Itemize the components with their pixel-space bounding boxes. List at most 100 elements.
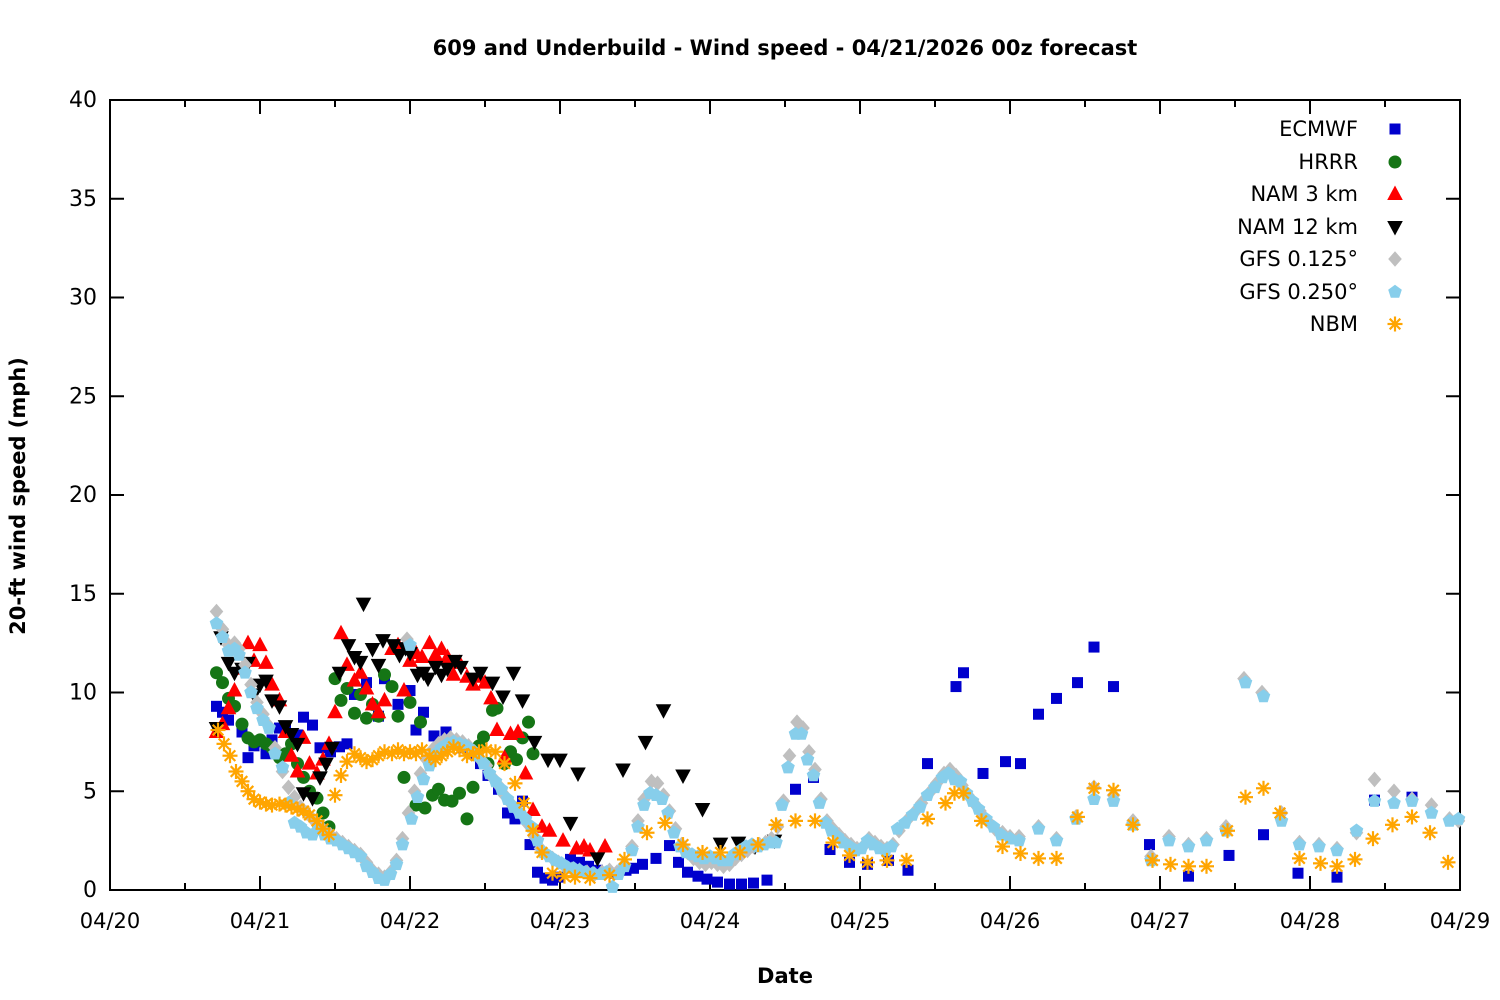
ecmwf-point: [673, 856, 684, 868]
gfs-0-250-point: [655, 791, 669, 805]
nam-3-km-point: [477, 674, 493, 689]
gfs-0-250-point: [986, 819, 1001, 833]
y-tick-label: 35: [69, 187, 97, 212]
gfs-0-250-point: [971, 801, 986, 815]
nam-12-km-point: [271, 700, 288, 715]
nam-3-km-point: [346, 672, 363, 687]
gfs-0-250-point: [775, 797, 789, 811]
ecmwf-point: [298, 711, 309, 723]
nbm-point: [750, 837, 766, 853]
gfs-0-250-point: [1087, 791, 1101, 805]
gfs-0-250-point: [625, 843, 639, 857]
x-axis-label: Date: [757, 964, 813, 988]
gfs-0-250-point: [953, 774, 968, 788]
gfs-0-250-point: [1162, 833, 1176, 847]
x-tick-label: 04/20: [80, 909, 141, 933]
x-tick-label: 04/21: [230, 909, 291, 933]
gfs-0-250-point: [1424, 805, 1439, 819]
nbm-point: [602, 867, 617, 883]
gfs-0-250-point: [209, 616, 224, 630]
hrrr-point: [432, 782, 445, 796]
nbm-point: [1145, 852, 1160, 868]
hrrr-point: [414, 715, 427, 729]
nam-12-km-point: [712, 837, 729, 853]
nbm-point: [216, 736, 232, 752]
hrrr-point: [397, 770, 411, 784]
nam-3-km-point: [364, 695, 381, 711]
ecmwf-point: [922, 758, 933, 770]
nbm-point: [1422, 825, 1438, 841]
nam-3-km-point: [414, 648, 430, 663]
nam-12-km-point: [526, 735, 543, 751]
nam-3-km-point: [433, 640, 450, 656]
hrrr-point: [510, 753, 523, 767]
hrrr-point: [378, 668, 391, 682]
hrrr-point: [348, 706, 361, 720]
ecmwf-point: [428, 730, 440, 742]
y-tick-label: 15: [69, 582, 97, 607]
nbm-point: [567, 869, 583, 885]
nam-3-km-point: [370, 703, 387, 719]
nbm-point: [713, 844, 728, 860]
nbm-point: [339, 754, 355, 770]
nam-12-km-point: [312, 771, 328, 786]
y-tick-label: 10: [69, 681, 97, 706]
nbm-point: [995, 839, 1010, 855]
nam-12-km-point: [264, 694, 280, 709]
gfs-0-250-point: [605, 879, 620, 893]
gfs-0-250-point: [275, 760, 290, 774]
hrrr-point: [216, 676, 229, 690]
gfs-0-125-point: [782, 747, 797, 764]
nbm-point: [1329, 858, 1345, 874]
gfs-0-250-point: [1405, 793, 1419, 807]
y-tick-label: 30: [69, 286, 97, 311]
ecmwf-point: [334, 741, 345, 753]
nbm-point: [525, 823, 541, 839]
gfs-0-250-point: [1256, 689, 1271, 703]
gfs-0-250-point: [965, 793, 980, 807]
ecmwf-point: [341, 738, 353, 750]
nam-3-km-point: [220, 699, 237, 715]
x-tick-label: 04/25: [830, 909, 891, 933]
y-tick-label: 5: [83, 779, 97, 804]
gfs-0-250-point: [215, 630, 230, 643]
nam-12-km-point: [370, 658, 387, 674]
hrrr-point: [522, 715, 535, 729]
ecmwf-point: [1051, 692, 1062, 704]
nbm-point: [321, 827, 337, 843]
nbm-point: [974, 813, 989, 829]
x-tick-label: 04/29: [1430, 909, 1491, 933]
ecmwf-point: [266, 734, 278, 746]
ecmwf-point: [1144, 839, 1155, 851]
ecmwf-point: [628, 862, 639, 874]
nam-3-km-point: [352, 664, 369, 679]
nam-3-km-point: [517, 764, 534, 780]
nbm-point: [210, 722, 226, 738]
nam-12-km-point: [453, 660, 469, 676]
nbm-point: [222, 748, 238, 764]
y-tick-label: 0: [83, 878, 97, 903]
ecmwf-point: [650, 852, 662, 864]
nbm-point: [825, 835, 841, 851]
nam-3-km-point: [510, 723, 526, 738]
gfs-0-250-point: [631, 819, 645, 833]
gfs-0-250-point: [913, 799, 927, 813]
nbm-point: [899, 852, 914, 868]
nam-12-km-point: [637, 735, 654, 751]
nbm-point: [327, 787, 343, 803]
nbm-point: [1385, 817, 1400, 833]
y-axis-label: 20-ft wind speed (mph): [6, 357, 30, 635]
ecmwf-point: [418, 706, 429, 718]
nbm-point: [488, 744, 503, 760]
x-tick-label: 04/23: [530, 909, 591, 933]
nbm-point: [479, 742, 494, 758]
nam-12-km-point: [375, 634, 391, 649]
nam-12-km-point: [289, 737, 306, 753]
nam-12-km-point: [484, 676, 501, 692]
gfs-0-250-point: [262, 720, 276, 734]
nbm-point: [732, 844, 748, 860]
gfs-0-250-point: [410, 790, 425, 803]
nam-12-km-point: [352, 655, 369, 671]
gfs-0-250-point: [1349, 823, 1364, 837]
nbm-point: [1013, 845, 1028, 861]
